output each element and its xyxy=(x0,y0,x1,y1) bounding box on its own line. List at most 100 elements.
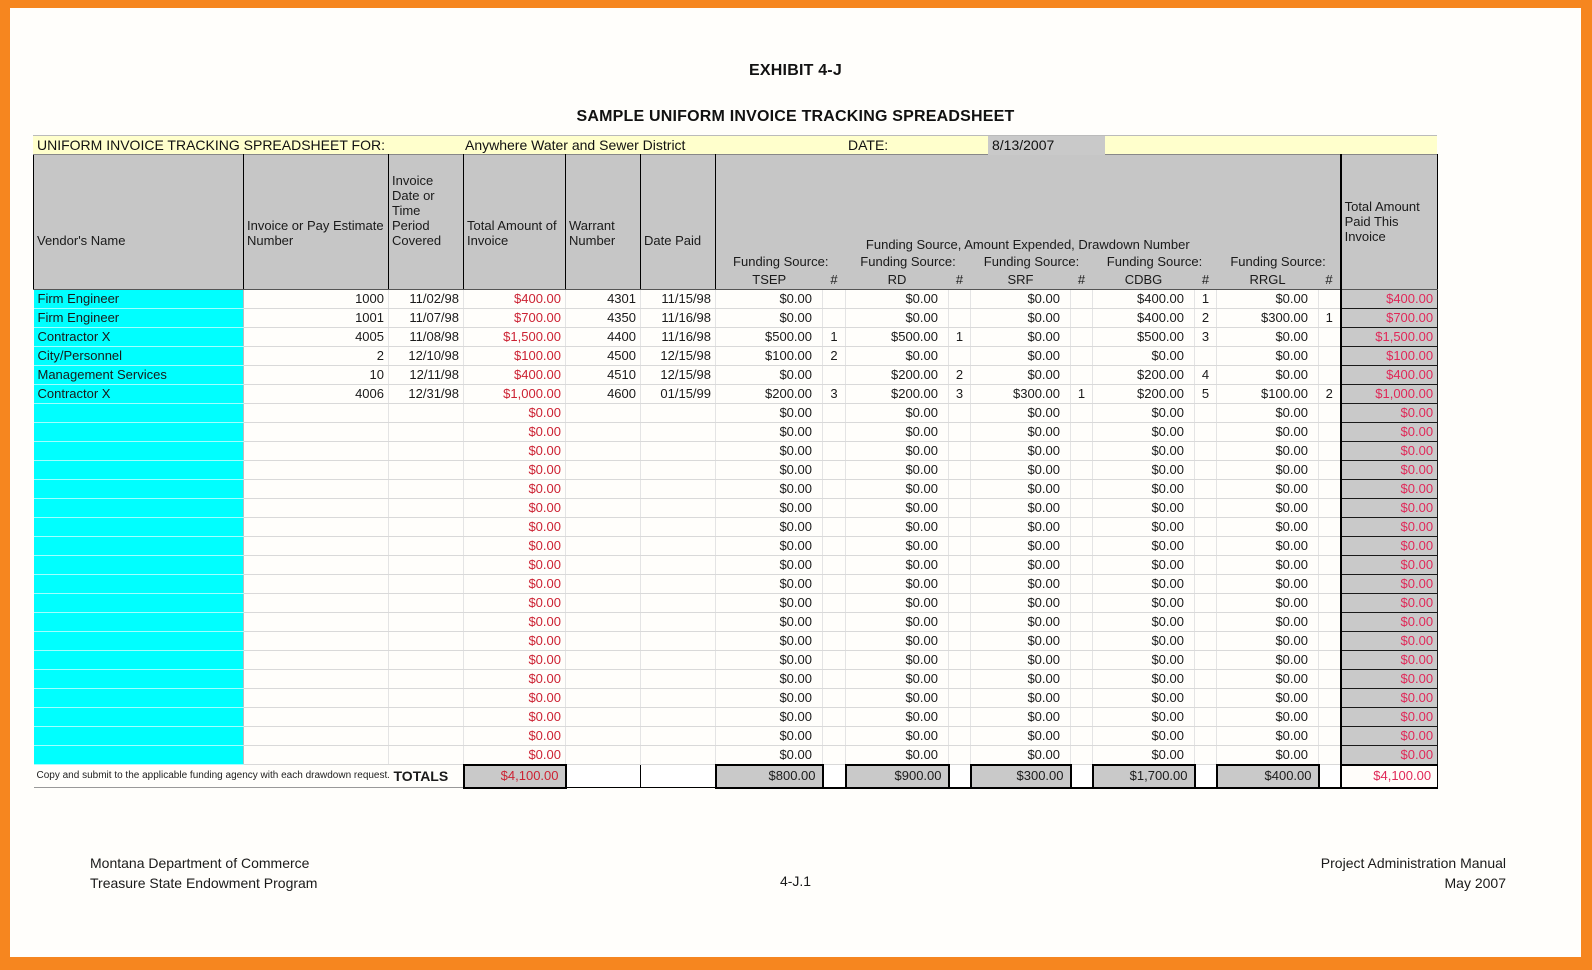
cdbg-amount-cell: $0.00 xyxy=(1092,498,1195,518)
warrant-number-cell xyxy=(565,498,641,518)
invoice-number-cell xyxy=(243,498,389,518)
rd-amount-cell: $0.00 xyxy=(845,669,949,689)
invoice-amount-cell: $1,500.00 xyxy=(463,327,566,347)
warrant-number-cell xyxy=(565,745,641,765)
vendor-cell: Firm Engineer xyxy=(33,289,244,309)
rd-amount-cell: $0.00 xyxy=(845,346,949,366)
vendor-cell: Contractor X xyxy=(33,384,244,404)
rrgl-amount-cell: $0.00 xyxy=(1216,479,1319,499)
invoice-number-cell xyxy=(243,612,389,632)
table-row: $0.00 $0.00 $0.00 $0.00 $0.00 $0.00 $0.0… xyxy=(33,668,1439,689)
invoice-amount-cell: $0.00 xyxy=(463,403,566,423)
cdbg-amount-cell: $0.00 xyxy=(1092,555,1195,575)
rrgl-amount-cell: $0.00 xyxy=(1216,441,1319,461)
tsep-drawdown-cell xyxy=(822,289,846,309)
vendor-cell xyxy=(33,650,244,670)
rd-amount-cell: $0.00 xyxy=(845,688,949,708)
invoice-number-cell xyxy=(243,422,389,442)
invoice-number-cell xyxy=(243,745,389,765)
date-paid-cell xyxy=(640,669,716,689)
rd-amount-cell: $0.00 xyxy=(845,631,949,651)
total-paid-cell: $0.00 xyxy=(1339,573,1439,594)
warrant-number-cell: 4510 xyxy=(565,365,641,385)
srf-drawdown-cell xyxy=(1070,669,1093,689)
invoice-date-cell xyxy=(388,631,464,651)
table-row: Contractor X 4006 12/31/98 $1,000.00 460… xyxy=(33,383,1439,404)
tsep-drawdown-cell xyxy=(822,460,846,480)
total-paid-cell: $0.00 xyxy=(1339,497,1439,518)
rd-amount-cell: $0.00 xyxy=(845,422,949,442)
rd-amount-cell: $0.00 xyxy=(845,612,949,632)
rrgl-amount-cell: $0.00 xyxy=(1216,707,1319,727)
table-row: Management Services 10 12/11/98 $400.00 … xyxy=(33,364,1439,385)
date-paid-cell xyxy=(640,726,716,746)
invoice-date-cell xyxy=(388,650,464,670)
invoice-amount-cell: $0.00 xyxy=(463,555,566,575)
tsep-amount-cell: $0.00 xyxy=(715,365,823,385)
srf-amount-cell: $0.00 xyxy=(970,498,1071,518)
rrgl-amount-cell: $0.00 xyxy=(1216,460,1319,480)
invoice-amount-cell: $0.00 xyxy=(463,574,566,594)
srf-amount-cell: $0.00 xyxy=(970,593,1071,613)
rrgl-amount-cell: $0.00 xyxy=(1216,650,1319,670)
rrgl-drawdown-cell xyxy=(1318,479,1342,499)
rd-drawdown-cell xyxy=(948,517,971,537)
invoice-table-body: Firm Engineer 1000 11/02/98 $400.00 4301… xyxy=(33,288,1439,765)
srf-drawdown-cell xyxy=(1070,460,1093,480)
vendor-cell xyxy=(33,631,244,651)
invoice-number-cell xyxy=(243,441,389,461)
date-paid-cell xyxy=(640,574,716,594)
tsep-drawdown-cell xyxy=(822,574,846,594)
vendor-cell xyxy=(33,574,244,594)
col-header-invoice-date: Invoice Date or Time Period Covered xyxy=(388,154,464,290)
tsep-amount-cell: $0.00 xyxy=(715,403,823,423)
rd-amount-cell: $0.00 xyxy=(845,650,949,670)
rd-amount-cell: $0.00 xyxy=(845,460,949,480)
warrant-number-cell xyxy=(565,631,641,651)
cdbg-drawdown-cell xyxy=(1194,536,1217,556)
tsep-amount-cell: $0.00 xyxy=(715,669,823,689)
date-paid-cell xyxy=(640,441,716,461)
tsep-drawdown-cell xyxy=(822,669,846,689)
totals-rrgl: $400.00 xyxy=(1215,763,1320,789)
invoice-number-cell xyxy=(243,593,389,613)
rd-drawdown-cell xyxy=(948,422,971,442)
srf-drawdown-cell xyxy=(1070,498,1093,518)
srf-amount-cell: $0.00 xyxy=(970,289,1071,309)
tsep-amount-cell: $0.00 xyxy=(715,536,823,556)
tsep-drawdown-cell xyxy=(822,536,846,556)
rrgl-drawdown-cell xyxy=(1318,365,1342,385)
date-paid-cell: 12/15/98 xyxy=(640,346,716,366)
invoice-amount-cell: $0.00 xyxy=(463,498,566,518)
page-title: SAMPLE UNIFORM INVOICE TRACKING SPREADSH… xyxy=(576,108,1015,125)
tsep-amount-cell: $500.00 xyxy=(715,327,823,347)
date-paid-cell xyxy=(640,688,716,708)
cdbg-amount-cell: $0.00 xyxy=(1092,631,1195,651)
cdbg-amount-cell: $0.00 xyxy=(1092,346,1195,366)
vendor-cell xyxy=(33,479,244,499)
tsep-drawdown-cell xyxy=(822,745,846,765)
rrgl-amount-cell: $0.00 xyxy=(1216,289,1319,309)
table-row: $0.00 $0.00 $0.00 $0.00 $0.00 $0.00 $0.0… xyxy=(33,687,1439,708)
rd-drawdown-cell xyxy=(948,536,971,556)
rd-drawdown-cell: 3 xyxy=(948,384,971,404)
rd-drawdown-cell xyxy=(948,479,971,499)
srf-amount-cell: $0.00 xyxy=(970,688,1071,708)
col-header-date-paid: Date Paid xyxy=(640,154,716,290)
footer-left: Montana Department of Commerce Treasure … xyxy=(90,853,317,893)
srf-drawdown-cell xyxy=(1070,308,1093,328)
cdbg-amount-cell: $0.00 xyxy=(1092,593,1195,613)
rd-amount-cell: $0.00 xyxy=(845,593,949,613)
cdbg-amount-cell: $0.00 xyxy=(1092,403,1195,423)
cdbg-drawdown-cell xyxy=(1194,707,1217,727)
footer-right-line1: Project Administration Manual xyxy=(1320,855,1506,871)
tsep-drawdown-cell xyxy=(822,365,846,385)
date-label: DATE: xyxy=(848,137,889,153)
date-paid-cell xyxy=(640,555,716,575)
cdbg-drawdown-cell xyxy=(1194,441,1217,461)
cdbg-drawdown-cell xyxy=(1194,517,1217,537)
rrgl-drawdown-cell xyxy=(1318,327,1342,347)
footnote: Copy and submit to the applicable fundin… xyxy=(33,764,389,788)
rd-drawdown-cell xyxy=(948,745,971,765)
total-paid-cell: $0.00 xyxy=(1339,459,1439,480)
